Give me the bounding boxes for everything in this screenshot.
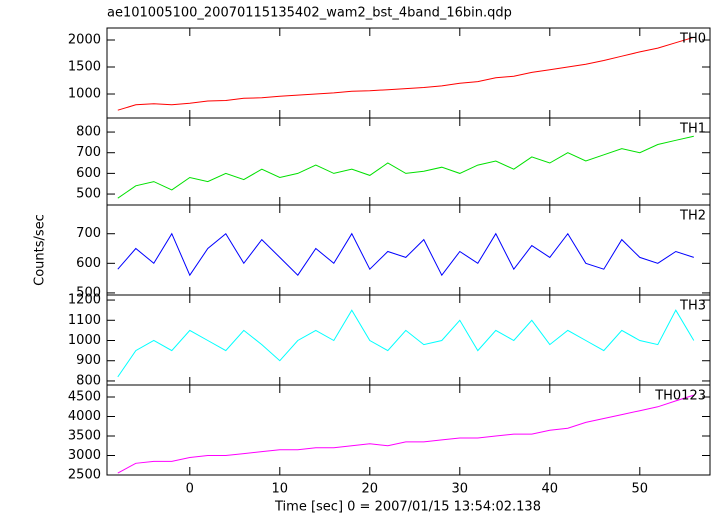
y-tick-label: 1000 bbox=[68, 333, 101, 348]
y-tick-label: 3000 bbox=[68, 448, 101, 463]
y-tick-label: 2500 bbox=[68, 468, 101, 483]
light-curve bbox=[117, 394, 694, 474]
y-tick-label: 600 bbox=[76, 166, 101, 181]
y-tick-label: 1000 bbox=[68, 87, 101, 102]
light-curve bbox=[117, 309, 695, 378]
light-curve bbox=[117, 232, 694, 277]
x-axis-label: Time [sec] 0 = 2007/01/15 13:54:02.138 bbox=[274, 500, 541, 515]
y-axis-label: Counts/sec bbox=[33, 214, 48, 286]
x-tick-label: 40 bbox=[542, 482, 559, 497]
y-tick-label: 3500 bbox=[68, 429, 101, 444]
y-tick-label: 2000 bbox=[68, 32, 101, 47]
y-tick-label: 600 bbox=[76, 256, 101, 271]
panel-label: TH0 bbox=[679, 32, 706, 47]
y-tick-label: 700 bbox=[76, 145, 101, 160]
y-tick-label: 500 bbox=[76, 285, 101, 300]
y-tick-label: 500 bbox=[76, 187, 101, 202]
light-curve bbox=[117, 36, 694, 111]
light-curve bbox=[117, 135, 694, 199]
chart-title: ae101005100_20070115135402_wam2_bst_4ban… bbox=[107, 6, 512, 21]
y-tick-label: 700 bbox=[76, 226, 101, 241]
panel-label: TH2 bbox=[679, 209, 706, 224]
panel-frame bbox=[106, 384, 711, 476]
y-tick-label: 800 bbox=[76, 125, 101, 140]
panel-frame bbox=[106, 294, 711, 386]
x-tick-label: 50 bbox=[632, 482, 649, 497]
x-tick-label: 0 bbox=[186, 482, 194, 497]
y-tick-label: 800 bbox=[76, 373, 101, 388]
y-tick-label: 4000 bbox=[68, 409, 101, 424]
y-tick-label: 1500 bbox=[68, 60, 101, 75]
y-tick-label: 1100 bbox=[68, 313, 101, 328]
panel-frame bbox=[106, 117, 711, 206]
y-tick-label: 1200 bbox=[68, 293, 101, 308]
panel-label: TH0123 bbox=[654, 389, 706, 404]
y-tick-label: 4500 bbox=[68, 390, 101, 405]
x-tick-label: 10 bbox=[272, 482, 289, 497]
y-tick-label: 900 bbox=[76, 353, 101, 368]
panel-frame bbox=[106, 27, 711, 119]
panel-label: TH1 bbox=[679, 122, 706, 137]
panel-frame bbox=[106, 204, 711, 296]
x-tick-label: 20 bbox=[362, 482, 379, 497]
x-tick-label: 30 bbox=[452, 482, 469, 497]
panel-label: TH3 bbox=[679, 299, 706, 314]
